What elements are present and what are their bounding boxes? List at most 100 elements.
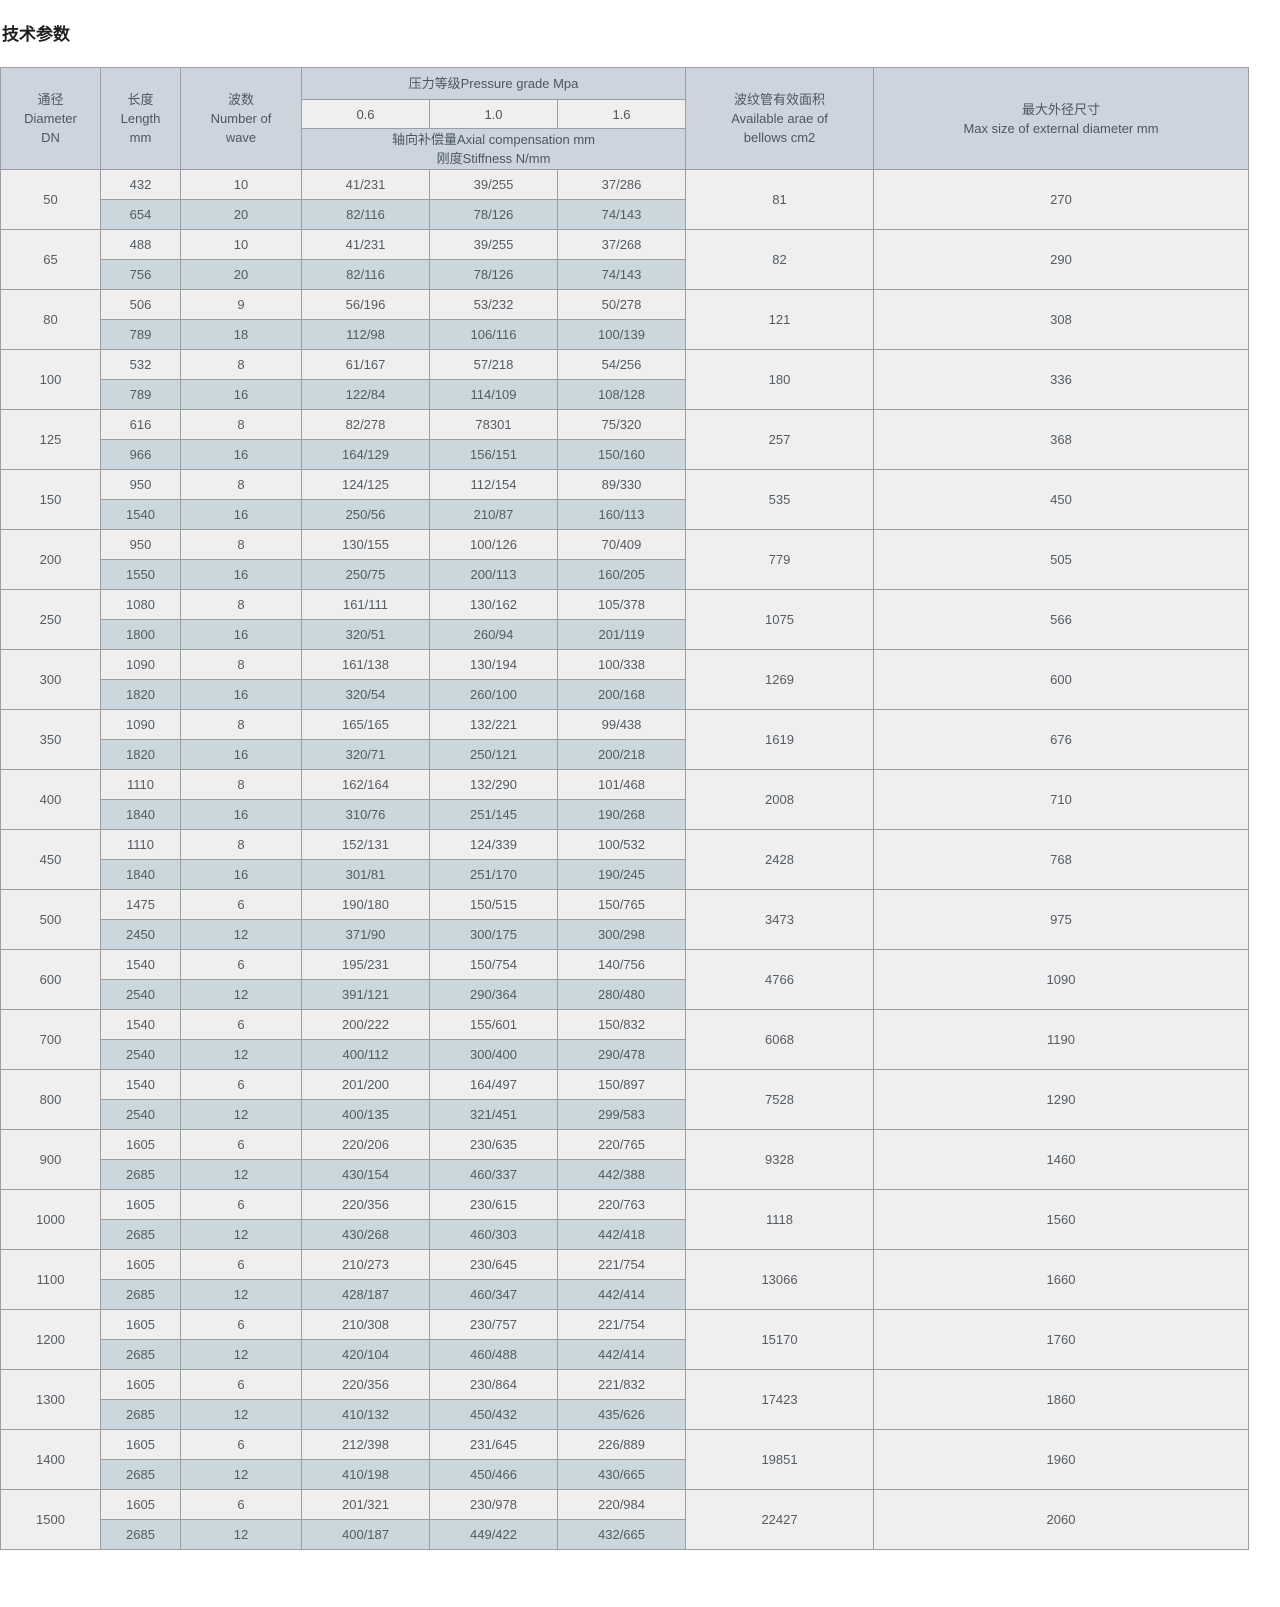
cell-comp-16: 221/754 [556, 1249, 687, 1280]
cell-comp-16: 190/268 [556, 799, 687, 830]
cell-waves: 16 [180, 799, 302, 830]
table-row: 80 506 9 56/196 53/232 50/278 121 308 [0, 289, 1250, 350]
cell-bellows-area: 3473 [685, 889, 875, 950]
cell-comp-16: 50/278 [556, 289, 687, 320]
table-row: 125 616 8 82/278 78301 75/320 257 368 [0, 409, 1250, 470]
cell-bellows-area: 2428 [685, 829, 875, 890]
cell-comp-10: 39/255 [429, 229, 558, 260]
table-row: 600 1540 6 195/231 150/754 140/756 4766 1090 [0, 949, 1250, 1010]
cell-comp-06: 400/135 [301, 1099, 430, 1130]
cell-comp-06: 250/56 [301, 499, 430, 530]
page: 技术参数 通径 Diameter DN 长度 Length mm 波数 Numb… [0, 24, 1280, 1590]
cell-comp-06: 391/121 [301, 979, 430, 1010]
cell-max-diameter: 1290 [873, 1069, 1250, 1130]
cell-max-diameter: 1190 [873, 1009, 1250, 1070]
cell-max-diameter: 336 [873, 349, 1250, 410]
cell-comp-16: 280/480 [556, 979, 687, 1010]
cell-comp-10: 78/126 [429, 199, 558, 230]
cell-comp-16: 37/286 [556, 169, 687, 200]
cell-comp-10: 57/218 [429, 349, 558, 380]
cell-bellows-area: 9328 [685, 1129, 875, 1190]
cell-comp-06: 428/187 [301, 1279, 430, 1310]
cell-max-diameter: 2060 [873, 1489, 1250, 1550]
cell-comp-10: 260/100 [429, 679, 558, 710]
cell-dn: 200 [0, 529, 101, 590]
cell-dn: 1300 [0, 1369, 101, 1430]
cell-length: 2540 [100, 979, 181, 1010]
cell-waves: 6 [180, 1369, 302, 1400]
cell-comp-16: 442/414 [556, 1279, 687, 1310]
table-row: 2685 12 410/198 450/466 430/665 [1, 1459, 1249, 1490]
cell-comp-06: 164/129 [301, 439, 430, 470]
cell-length: 1540 [100, 949, 181, 980]
cell-comp-10: 78301 [429, 409, 558, 440]
cell-length: 1605 [100, 1189, 181, 1220]
table-row: 2450 12 371/90 300/175 300/298 [1, 919, 1249, 950]
table-row: 2685 12 428/187 460/347 442/414 [1, 1279, 1249, 1310]
cell-length: 488 [100, 229, 181, 260]
cell-comp-16: 150/832 [556, 1009, 687, 1040]
cell-bellows-area: 779 [685, 529, 875, 590]
cell-waves: 12 [180, 979, 302, 1010]
cell-dn: 600 [0, 949, 101, 1010]
cell-length: 2685 [100, 1219, 181, 1250]
cell-length: 1820 [100, 679, 181, 710]
cell-comp-06: 61/167 [301, 349, 430, 380]
cell-comp-16: 150/765 [556, 889, 687, 920]
cell-max-diameter: 290 [873, 229, 1250, 290]
table-row: 2685 12 430/154 460/337 442/388 [1, 1159, 1249, 1190]
header-diameter: 通径 Diameter DN [0, 67, 101, 170]
cell-comp-16: 442/388 [556, 1159, 687, 1190]
cell-comp-10: 460/488 [429, 1339, 558, 1370]
table-row: 700 1540 6 200/222 155/601 150/832 6068 1190 [0, 1009, 1250, 1070]
cell-max-diameter: 1560 [873, 1189, 1250, 1250]
header-length: 长度 Length mm [100, 67, 181, 170]
page-title: 技术参数 [2, 25, 70, 44]
table-row: 654 20 82/116 78/126 74/143 [1, 199, 1249, 230]
cell-comp-06: 420/104 [301, 1339, 430, 1370]
cell-comp-06: 301/81 [301, 859, 430, 890]
cell-waves: 10 [180, 169, 302, 200]
cell-comp-10: 230/757 [429, 1309, 558, 1340]
cell-bellows-area: 180 [685, 349, 875, 410]
cell-dn: 65 [0, 229, 101, 290]
cell-comp-10: 321/451 [429, 1099, 558, 1130]
cell-comp-06: 400/187 [301, 1519, 430, 1550]
cell-comp-16: 37/268 [556, 229, 687, 260]
table-row: 2685 12 420/104 460/488 442/414 [1, 1339, 1249, 1370]
cell-comp-10: 124/339 [429, 829, 558, 860]
cell-comp-06: 56/196 [301, 289, 430, 320]
cell-bellows-area: 22427 [685, 1489, 875, 1550]
cell-comp-16: 220/763 [556, 1189, 687, 1220]
cell-dn: 1100 [0, 1249, 101, 1310]
cell-waves: 6 [180, 1309, 302, 1340]
table-row: 400 1110 8 162/164 132/290 101/468 2008 710 [0, 769, 1250, 830]
cell-comp-06: 161/138 [301, 649, 430, 680]
cell-comp-10: 106/116 [429, 319, 558, 350]
cell-max-diameter: 368 [873, 409, 1250, 470]
cell-max-diameter: 1960 [873, 1429, 1250, 1490]
cell-max-diameter: 1760 [873, 1309, 1250, 1370]
cell-length: 966 [100, 439, 181, 470]
cell-comp-16: 442/414 [556, 1339, 687, 1370]
cell-length: 2685 [100, 1459, 181, 1490]
cell-max-diameter: 975 [873, 889, 1250, 950]
cell-comp-10: 290/364 [429, 979, 558, 1010]
cell-waves: 16 [180, 439, 302, 470]
cell-length: 1820 [100, 739, 181, 770]
cell-bellows-area: 13066 [685, 1249, 875, 1310]
cell-comp-10: 155/601 [429, 1009, 558, 1040]
table-row: 65 488 10 41/231 39/255 37/268 82 290 [0, 229, 1250, 290]
cell-comp-10: 450/432 [429, 1399, 558, 1430]
cell-comp-06: 165/165 [301, 709, 430, 740]
cell-bellows-area: 1619 [685, 709, 875, 770]
cell-comp-10: 460/337 [429, 1159, 558, 1190]
cell-comp-06: 82/116 [301, 259, 430, 290]
cell-waves: 6 [180, 1249, 302, 1280]
cell-comp-10: 114/109 [429, 379, 558, 410]
table-row: 2540 12 391/121 290/364 280/480 [1, 979, 1249, 1010]
cell-length: 1840 [100, 799, 181, 830]
cell-dn: 1000 [0, 1189, 101, 1250]
cell-comp-16: 99/438 [556, 709, 687, 740]
cell-length: 1840 [100, 859, 181, 890]
